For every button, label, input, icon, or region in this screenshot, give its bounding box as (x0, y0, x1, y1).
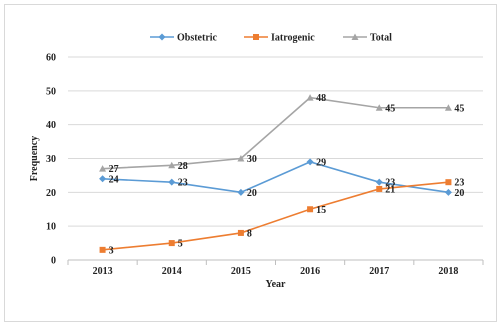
x-tick-label: 2018 (438, 266, 458, 277)
data-label-iatrogenic: 3 (109, 245, 114, 256)
data-label-obstetric: 20 (454, 188, 464, 199)
gridlines (68, 56, 483, 227)
x-tick-label: 2013 (93, 266, 113, 277)
data-point-total (375, 104, 383, 111)
x-tick-label: 2015 (231, 266, 251, 277)
x-tick-label: 2017 (369, 266, 389, 277)
legend-label-iatrogenic: Iatrogenic (271, 33, 315, 44)
data-label-obstetric: 29 (316, 157, 326, 168)
data-point-obstetric (237, 188, 245, 196)
series-group (99, 94, 452, 253)
data-label-obstetric: 20 (247, 188, 257, 199)
data-label-obstetric: 23 (385, 178, 395, 189)
data-label-total: 45 (385, 103, 395, 114)
data-point-iatrogenic (237, 229, 244, 236)
data-point-total (306, 94, 314, 101)
data-point-iatrogenic (376, 185, 383, 192)
data-label-total: 28 (178, 161, 188, 172)
y-tick-label: 30 (46, 154, 56, 165)
data-label-total: 48 (316, 93, 326, 104)
data-label-iatrogenic: 15 (316, 205, 326, 216)
data-label-obstetric: 23 (178, 178, 188, 189)
data-label-total: 27 (109, 164, 119, 175)
data-label-total: 30 (247, 154, 257, 165)
legend: Obstetric Iatrogenic Total (150, 33, 392, 44)
data-point-obstetric (444, 188, 452, 196)
legend-marker-obstetric (158, 33, 166, 41)
data-point-obstetric (375, 178, 383, 186)
series-line-obstetric (102, 161, 449, 194)
data-label-iatrogenic: 5 (178, 239, 183, 250)
legend-label-obstetric: Obstetric (177, 33, 218, 44)
x-tick-label: 2016 (300, 266, 320, 277)
y-axis-label: Frequency (29, 136, 40, 181)
data-point-total (444, 104, 452, 111)
data-point-obstetric (168, 178, 176, 186)
data-point-total (237, 155, 245, 162)
y-tick-label: 40 (46, 120, 56, 131)
data-point-obstetric (99, 175, 107, 183)
legend-label-total: Total (370, 33, 392, 44)
data-point-iatrogenic (307, 206, 314, 213)
data-point-obstetric (306, 158, 314, 166)
y-tick-label: 20 (46, 188, 56, 199)
x-axis-label: Year (266, 279, 287, 290)
data-label-iatrogenic: 8 (247, 228, 252, 239)
data-label-iatrogenic: 21 (385, 184, 395, 195)
y-tick-label: 0 (51, 256, 56, 267)
data-point-iatrogenic (445, 179, 452, 186)
y-tick-label: 50 (46, 86, 56, 97)
data-label-obstetric: 24 (109, 174, 119, 185)
data-point-iatrogenic (99, 246, 106, 253)
data-point-total (168, 161, 176, 169)
series-line-total (102, 96, 449, 170)
y-tick-label: 10 (46, 222, 56, 233)
data-point-total (99, 165, 107, 172)
data-label-total: 45 (454, 103, 464, 114)
data-point-iatrogenic (168, 240, 175, 247)
legend-marker-total (351, 33, 359, 40)
legend-marker-iatrogenic (253, 34, 259, 40)
series-line-iatrogenic (102, 181, 449, 251)
data-label-iatrogenic: 23 (454, 178, 464, 189)
y-tick-label: 60 (46, 53, 56, 64)
x-tick-label: 2014 (162, 266, 182, 277)
